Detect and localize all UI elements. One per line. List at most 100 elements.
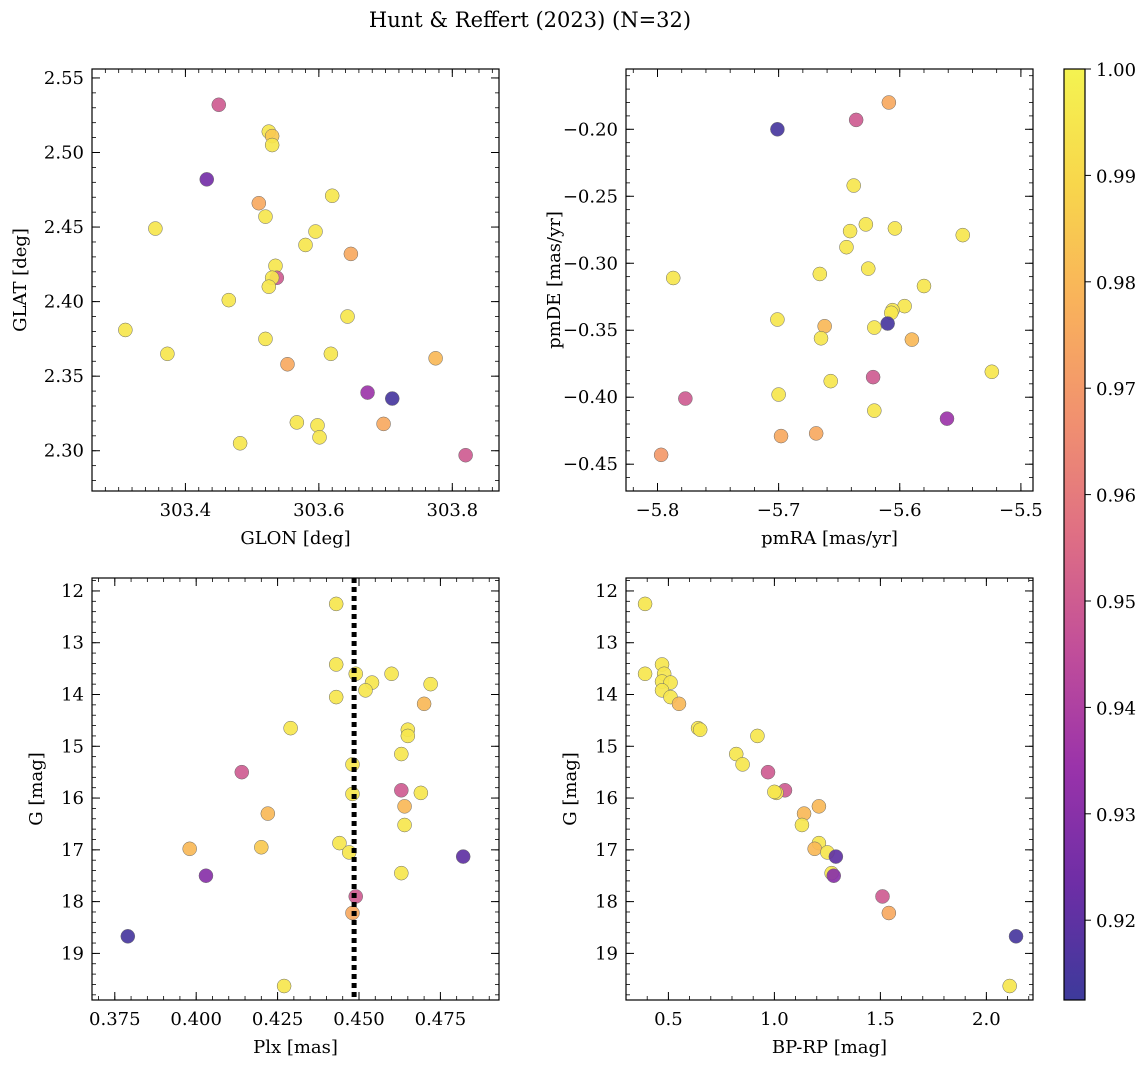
data-point [826, 868, 841, 883]
y-tick-label: 15 [595, 736, 618, 757]
data-point [221, 292, 237, 308]
minor-ticks [626, 69, 1033, 491]
data-point [394, 783, 409, 798]
y-tick-label: −0.45 [563, 454, 618, 475]
panel-cmd: 0.5 1.0 1.5 2.0 12 13 14 15 16 17 18 19 BP-RP [mag] G… [560, 577, 1034, 1058]
data-point [258, 331, 273, 347]
data-point [384, 666, 399, 682]
y-tick-label: −0.35 [563, 320, 618, 341]
x-tick-label: 1.5 [866, 1009, 895, 1030]
y-tick-label: 15 [61, 736, 84, 757]
data-point [289, 415, 305, 430]
colorbar-tick-label: 1.00 [1096, 60, 1136, 81]
x-tick-label: −5.8 [636, 500, 680, 521]
minor-ticks [92, 578, 499, 1000]
y-tick-label: 16 [61, 788, 84, 809]
data-point [637, 666, 653, 682]
x-tick-label: −5.5 [999, 500, 1043, 521]
data-point [118, 322, 133, 338]
colorbar-tick-label: 0.95 [1096, 592, 1136, 613]
major-ticks [92, 69, 499, 491]
y-tick-label: −0.20 [563, 119, 618, 140]
data-point [254, 840, 269, 855]
y-tick-label: 12 [61, 581, 84, 602]
data-point [897, 298, 912, 314]
colorbar-tick-label: 0.94 [1096, 698, 1136, 719]
data-point [770, 312, 785, 327]
data-point [904, 332, 920, 347]
x-tick-label: 303.6 [293, 500, 345, 521]
y-tick-label: 12 [595, 581, 618, 602]
data-point [234, 764, 250, 780]
data-point [261, 279, 277, 294]
data-point [807, 841, 822, 857]
y-tick-label: 13 [595, 633, 618, 654]
data-point [939, 411, 955, 426]
data-point [881, 95, 897, 110]
data-point [258, 209, 273, 224]
data-point [324, 188, 340, 203]
axes-frame [91, 68, 500, 492]
y-tick-label: 2.45 [44, 217, 84, 238]
data-point [232, 436, 248, 451]
data-point [358, 683, 373, 698]
data-point [428, 351, 443, 366]
data-point [148, 221, 163, 236]
x-axis-label: Plx [mas] [253, 1037, 338, 1058]
y-tick-label: −0.25 [563, 186, 618, 207]
x-axis-label: GLON [deg] [240, 528, 350, 549]
y-tick-label: 19 [595, 943, 618, 964]
data-point [310, 418, 325, 433]
major-ticks [626, 69, 1033, 491]
panel-sky: 303.4 303.6 303.8 2.30 2.35 2.40 2.45 2.50 2.55 G… [10, 68, 500, 549]
data-point [198, 868, 214, 883]
y-tick-label: 2.55 [44, 68, 84, 89]
y-axis-label: pmDE [mas/yr] [544, 211, 565, 349]
y-tick-label: 18 [61, 892, 84, 913]
data-point [692, 722, 708, 737]
x-tick-label: −5.6 [878, 500, 922, 521]
data-point [182, 841, 197, 857]
data-point [376, 416, 391, 432]
data-point [808, 426, 824, 441]
figure-title: Hunt & Reffert (2023) (N=32) [369, 8, 691, 32]
data-point [823, 373, 838, 389]
y-tick-label: 2.35 [44, 366, 84, 387]
x-axis-label: pmRA [mas/yr] [761, 528, 898, 549]
colorbar-tick-label: 0.93 [1096, 805, 1136, 826]
data-point [839, 239, 854, 255]
data-area [118, 97, 473, 463]
x-tick-label: 0.375 [89, 1009, 141, 1030]
colorbar-tick-label: 0.99 [1096, 166, 1136, 187]
x-tick-label: 0.5 [654, 1009, 683, 1030]
data-point [332, 835, 347, 851]
data-point [397, 799, 412, 814]
data-point [1008, 929, 1024, 944]
panel-plx: 0.375 0.400 0.425 0.450 0.475 12 13 14 15 16 17 18 1… [26, 577, 500, 1058]
data-point [813, 331, 829, 346]
data-point [394, 746, 409, 762]
data-point [308, 224, 323, 239]
data-point [260, 806, 276, 821]
y-tick-label: 13 [61, 633, 84, 654]
axes-frame [91, 577, 500, 1001]
x-tick-label: 0.450 [333, 1009, 385, 1030]
data-point [858, 217, 874, 232]
data-point [671, 696, 687, 712]
data-point [400, 728, 416, 744]
data-point [455, 849, 471, 864]
data-point [413, 785, 429, 801]
y-tick-label: 18 [595, 892, 618, 913]
data-point [773, 428, 789, 444]
y-tick-label: 2.50 [44, 143, 84, 164]
y-axis-label: G [mag] [560, 752, 581, 825]
data-point [767, 784, 782, 800]
data-point [653, 447, 669, 463]
data-point [416, 696, 432, 712]
data-point [887, 221, 903, 236]
data-point [828, 849, 844, 864]
data-point [340, 309, 355, 324]
data-point [637, 596, 653, 612]
data-point [861, 261, 876, 276]
data-point [865, 369, 881, 385]
